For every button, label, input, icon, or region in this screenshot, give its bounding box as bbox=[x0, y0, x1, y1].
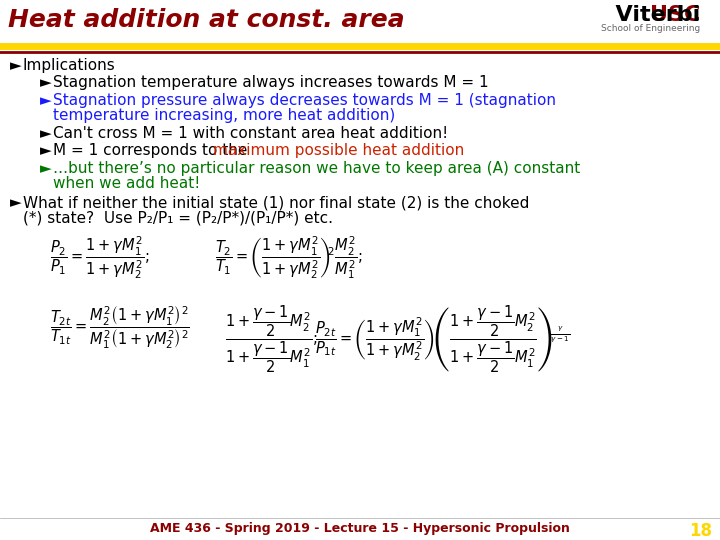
Text: Viterbi: Viterbi bbox=[569, 5, 700, 25]
Text: $\dfrac{T_{2t}}{T_{1t}} = \dfrac{M_2^2\left(1+\gamma M_1^2\right)^2}{M_1^2\left(: $\dfrac{T_{2t}}{T_{1t}} = \dfrac{M_2^2\l… bbox=[50, 303, 190, 350]
Text: Stagnation temperature always increases towards M = 1: Stagnation temperature always increases … bbox=[53, 76, 489, 91]
Text: $\dfrac{P_{2t}}{P_{1t}} = \left(\dfrac{1+\gamma M_1^2}{1+\gamma M_2^2}\right)\!\: $\dfrac{P_{2t}}{P_{1t}} = \left(\dfrac{1… bbox=[315, 303, 570, 375]
Text: …but there’s no particular reason we have to keep area (A) constant: …but there’s no particular reason we hav… bbox=[53, 161, 580, 176]
Text: USC: USC bbox=[649, 5, 700, 25]
Text: Heat addition at const. area: Heat addition at const. area bbox=[8, 8, 405, 32]
Text: 18: 18 bbox=[689, 522, 712, 540]
Text: $\dfrac{P_2}{P_1} = \dfrac{1+\gamma M_1^2}{1+\gamma M_2^2}$;: $\dfrac{P_2}{P_1} = \dfrac{1+\gamma M_1^… bbox=[50, 234, 149, 281]
Text: ►: ► bbox=[40, 76, 52, 91]
Text: M = 1 corresponds to the: M = 1 corresponds to the bbox=[53, 144, 252, 158]
Text: Stagnation pressure always decreases towards M = 1 (stagnation: Stagnation pressure always decreases tow… bbox=[53, 93, 556, 108]
Text: ►: ► bbox=[10, 58, 22, 73]
Text: ►: ► bbox=[10, 195, 22, 211]
Text: when we add heat!: when we add heat! bbox=[53, 176, 200, 191]
Text: ►: ► bbox=[40, 126, 52, 141]
Text: ►: ► bbox=[40, 93, 52, 108]
Text: ►: ► bbox=[40, 144, 52, 158]
Text: Implications: Implications bbox=[23, 58, 116, 73]
Text: AME 436 - Spring 2019 - Lecture 15 - Hypersonic Propulsion: AME 436 - Spring 2019 - Lecture 15 - Hyp… bbox=[150, 522, 570, 535]
Text: (*) state?  Use P₂/P₁ = (P₂/P*)/(P₁/P*) etc.: (*) state? Use P₂/P₁ = (P₂/P*)/(P₁/P*) e… bbox=[23, 211, 333, 226]
Text: temperature increasing, more heat addition): temperature increasing, more heat additi… bbox=[53, 109, 395, 124]
Text: $\dfrac{T_2}{T_1} = \left(\dfrac{1+\gamma M_1^2}{1+\gamma M_2^2}\right)^{\!\!2} : $\dfrac{T_2}{T_1} = \left(\dfrac{1+\gamm… bbox=[215, 234, 362, 281]
Text: maximum possible heat addition: maximum possible heat addition bbox=[213, 144, 464, 158]
Text: School of Engineering: School of Engineering bbox=[600, 24, 700, 33]
Text: ►: ► bbox=[40, 161, 52, 176]
Text: Can't cross M = 1 with constant area heat addition!: Can't cross M = 1 with constant area hea… bbox=[53, 126, 448, 141]
Text: What if neither the initial state (1) nor final state (2) is the choked: What if neither the initial state (1) no… bbox=[23, 195, 529, 211]
Text: $\dfrac{1+\dfrac{\gamma-1}{2}M_2^2}{1+\dfrac{\gamma-1}{2}M_1^2}$;: $\dfrac{1+\dfrac{\gamma-1}{2}M_2^2}{1+\d… bbox=[225, 303, 318, 375]
